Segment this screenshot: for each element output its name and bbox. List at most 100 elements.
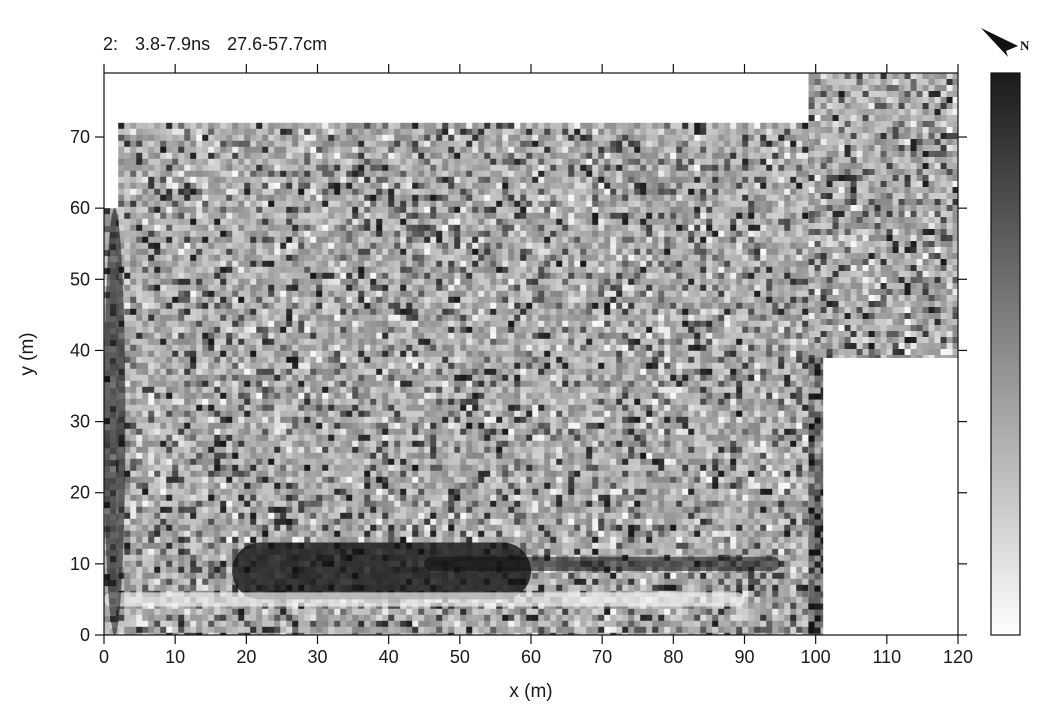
heatmap-cell (442, 308, 449, 316)
heatmap-cell (262, 332, 269, 340)
heatmap-cell (526, 176, 533, 184)
heatmap-cell (712, 344, 719, 352)
heatmap-cell (460, 128, 467, 136)
heatmap-cell (520, 356, 527, 364)
heatmap-cell (628, 362, 635, 370)
heatmap-cell (742, 332, 749, 340)
heatmap-cell (562, 224, 569, 232)
heatmap-cell (190, 272, 197, 280)
heatmap-cell (628, 230, 635, 238)
heatmap-cell (724, 290, 731, 298)
heatmap-cell (208, 212, 215, 220)
heatmap-cell (754, 182, 761, 190)
heatmap-cell (508, 344, 515, 352)
heatmap-cell (634, 218, 641, 226)
heatmap-cell (490, 164, 497, 172)
heatmap-cell (364, 254, 371, 262)
heatmap-cell (676, 128, 683, 136)
heatmap-cell (646, 290, 653, 298)
heatmap-cell (388, 272, 395, 280)
heatmap-cell (550, 332, 557, 340)
heatmap-cell (664, 278, 671, 286)
heatmap-cell (196, 326, 203, 334)
heatmap-cell (238, 236, 245, 244)
heatmap-cell (334, 296, 341, 304)
heatmap-cell (418, 128, 425, 136)
heatmap-cell (244, 368, 251, 376)
heatmap-cell (502, 296, 509, 304)
heatmap-cell (274, 122, 281, 130)
heatmap-cell (304, 296, 311, 304)
heatmap-cell (154, 314, 161, 322)
heatmap-cell (154, 230, 161, 238)
heatmap-cell (358, 188, 365, 196)
heatmap-cell (616, 248, 623, 256)
heatmap-cell (718, 134, 725, 142)
heatmap-cell (304, 122, 311, 130)
heatmap-cell (556, 236, 563, 244)
heatmap-cell (484, 374, 491, 382)
heatmap-cell (268, 212, 275, 220)
heatmap-cell (400, 266, 407, 274)
heatmap-cell (574, 374, 581, 382)
heatmap-cell (376, 296, 383, 304)
heatmap-cell (586, 356, 593, 364)
heatmap-cell (190, 242, 197, 250)
heatmap-cell (148, 308, 155, 316)
heatmap-cell (676, 284, 683, 292)
heatmap-cell (712, 332, 719, 340)
heatmap-cell (568, 140, 575, 148)
heatmap-cell (718, 326, 725, 334)
heatmap-cell (214, 338, 221, 346)
heatmap-cell (718, 356, 725, 364)
heatmap-cell (250, 368, 257, 376)
heatmap-cell (316, 122, 323, 130)
heatmap-cell (682, 254, 689, 262)
heatmap-cell (448, 296, 455, 304)
heatmap-cell (148, 176, 155, 184)
heatmap-cell (622, 266, 629, 274)
heatmap-cell (592, 206, 599, 214)
heatmap-cell (226, 200, 233, 208)
heatmap-cell (622, 314, 629, 322)
heatmap-cell (166, 164, 173, 172)
heatmap-cell (430, 308, 437, 316)
heatmap-cell (358, 146, 365, 154)
heatmap-cell (598, 290, 605, 298)
heatmap-cell (370, 266, 377, 274)
heatmap-cell (346, 152, 353, 160)
heatmap-cell (778, 200, 785, 208)
heatmap-cell (580, 188, 587, 196)
heatmap-cell (652, 194, 659, 202)
heatmap-cell (298, 206, 305, 214)
heatmap-cell (442, 314, 449, 322)
heatmap-cell (502, 368, 509, 376)
heatmap-cell (586, 368, 593, 376)
heatmap-cell (610, 152, 617, 160)
heatmap-cell (430, 314, 437, 322)
heatmap-cell (760, 356, 767, 364)
heatmap-cell (778, 332, 785, 340)
heatmap-cell (310, 326, 317, 334)
heatmap-cell (778, 242, 785, 250)
heatmap-cell (550, 206, 557, 214)
heatmap-cell (556, 170, 563, 178)
heatmap-cell (646, 200, 653, 208)
heatmap-cell (652, 158, 659, 166)
heatmap-cell (760, 302, 767, 310)
heatmap-cell (550, 212, 557, 220)
heatmap-cell (490, 170, 497, 178)
heatmap-cell (472, 368, 479, 376)
heatmap-cell (154, 170, 161, 178)
heatmap-cell (754, 302, 761, 310)
heatmap-cell (742, 290, 749, 298)
heatmap-cell (724, 212, 731, 220)
heatmap-cell (250, 296, 257, 304)
heatmap-cell (394, 176, 401, 184)
heatmap-cell (388, 200, 395, 208)
heatmap-cell (280, 320, 287, 328)
heatmap-cell (514, 266, 521, 274)
heatmap-cell (748, 308, 755, 316)
heatmap-cell (574, 152, 581, 160)
heatmap-cell (436, 128, 443, 136)
